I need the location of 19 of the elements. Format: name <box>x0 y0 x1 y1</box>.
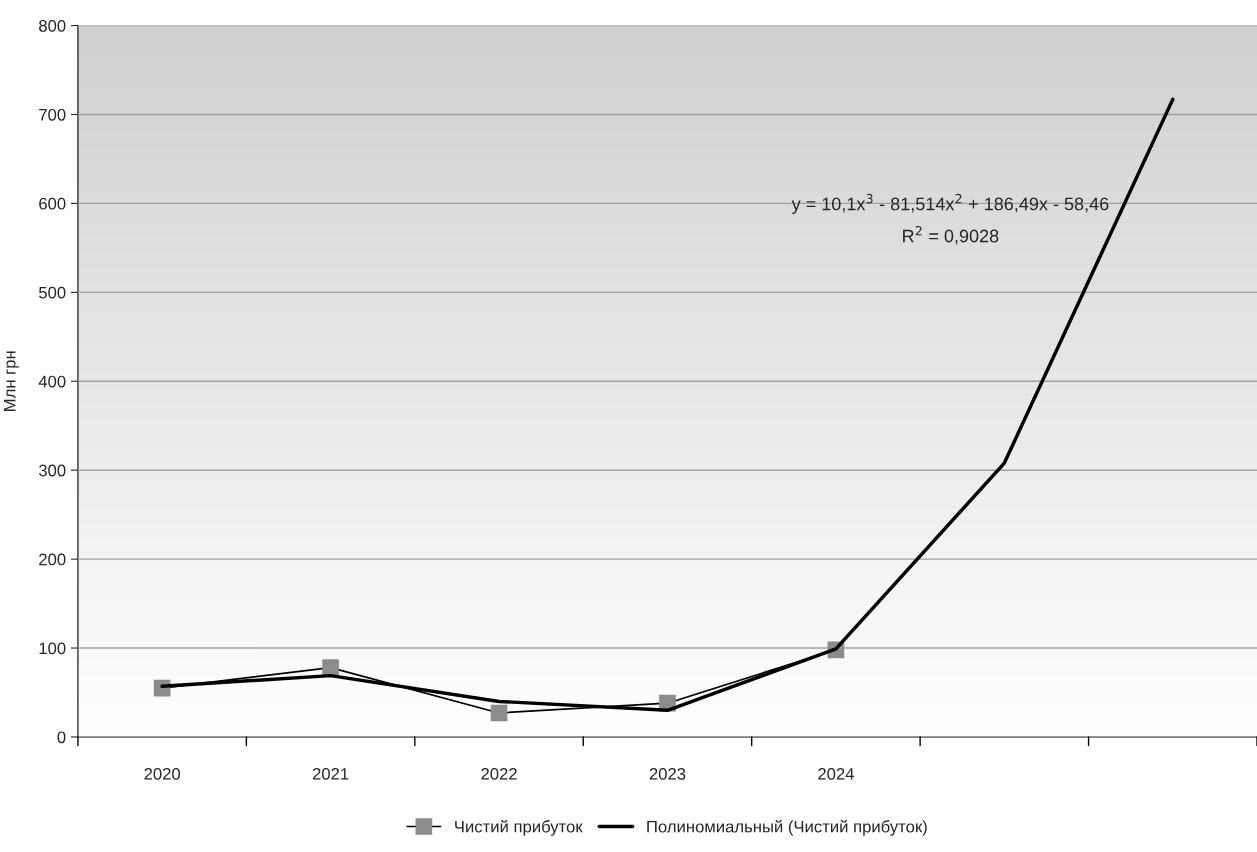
legend-label: Чистий прибуток <box>455 819 583 836</box>
y-tick-label: 200 <box>39 553 66 566</box>
y-tick-label: 400 <box>38 375 66 388</box>
x-tick-label: 2022 <box>481 767 517 780</box>
y-tick-label: 300 <box>38 464 66 477</box>
x-tick-label: 2021 <box>312 767 349 780</box>
y-tick-label: 700 <box>39 108 66 121</box>
x-tick-label: 2024 <box>818 767 854 780</box>
y-axis-title: Млн грн <box>3 351 19 411</box>
annotation: y = 10,1x$^{3}$ - 81,514x$^{2}$ + 186,49x - 58,46 <box>791 193 1109 214</box>
legend-label: Полиномиальный (Чистий прибуток) <box>647 819 927 836</box>
y-tick-label: 0 <box>57 731 66 744</box>
x-tick-label: 2020 <box>144 767 181 780</box>
y-tick-label: 800 <box>39 19 66 32</box>
y-tick-label: 500 <box>38 286 66 299</box>
annotation: R$^{2}$ = 0,9028 <box>903 225 999 245</box>
x-tick-label: 2023 <box>649 767 686 780</box>
y-tick-label: 600 <box>39 197 66 210</box>
y-tick-label: 100 <box>39 642 66 655</box>
